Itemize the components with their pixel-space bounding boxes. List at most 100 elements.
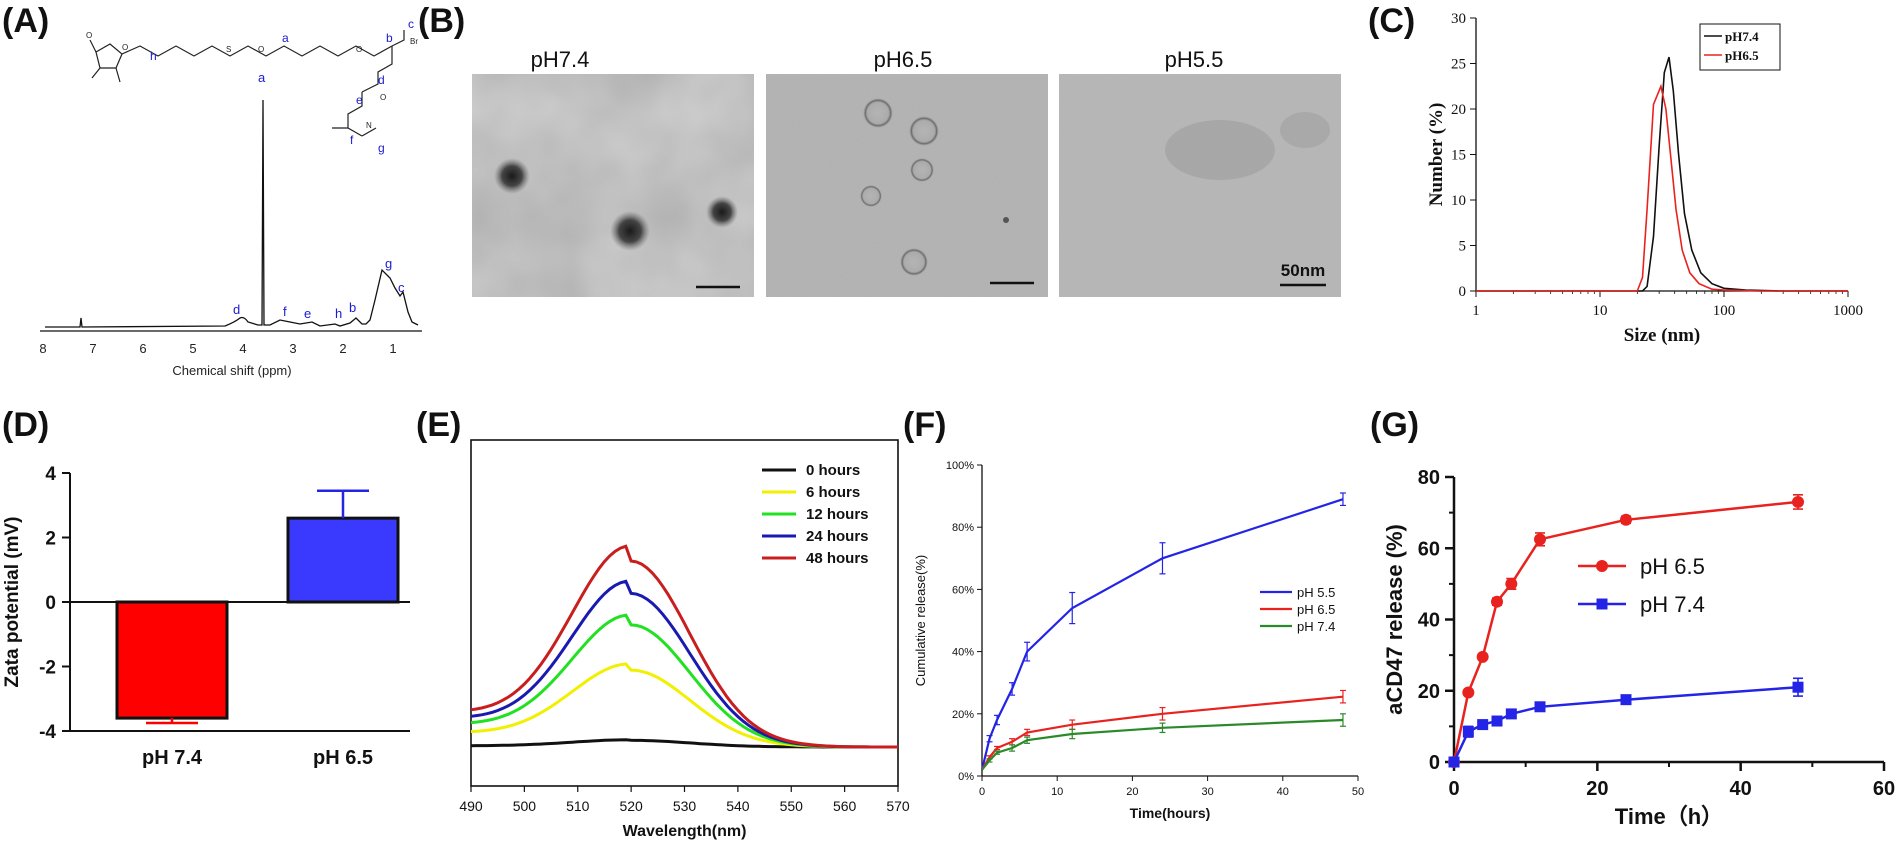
y-tick-label: -4	[39, 722, 56, 743]
peak-label-h: h	[335, 306, 342, 321]
nanoparticle	[863, 98, 893, 128]
legend-marker	[1596, 598, 1608, 610]
legend-label: 48 hours	[806, 550, 869, 567]
legend-label: pH 7.4	[1297, 619, 1335, 634]
panel-d-zeta-potential: (D) -4 -2 0 2 4 Zata potential (mV) pH 7.4 pH 6.…	[2, 406, 410, 769]
struct-label-d: d	[378, 73, 385, 87]
data-point	[1491, 715, 1503, 727]
x-tick-label: 510	[566, 798, 590, 814]
x-tick-label: 500	[513, 798, 537, 814]
panel-letter-e: (E)	[416, 406, 461, 444]
tem-label-ph65: pH6.5	[874, 47, 933, 72]
y-tick-label: 15	[1451, 148, 1466, 164]
panel-letter-g: (G)	[1370, 406, 1419, 444]
panel-f-cumulative-release: (F) 0% 20% 40% 60% 80% 100% 0 10 20 30 40 50 Time(hou…	[903, 406, 1364, 821]
tem-image-ph74	[472, 74, 754, 297]
x-tick-label: 1000	[1833, 303, 1863, 319]
data-point	[1620, 513, 1632, 526]
x-tick-label: 20	[1126, 786, 1138, 798]
nmr-x-ticks: 8 7 6 5 4 3 2 1	[39, 341, 396, 356]
y-tick-label: 80	[1418, 467, 1440, 489]
y-tick-label: 0%	[958, 771, 974, 783]
x-tick-label: 570	[886, 798, 910, 814]
legend-box	[1699, 23, 1781, 71]
peak-label-a: a	[258, 70, 266, 85]
x-tick-label: 100	[1713, 303, 1736, 319]
x-tick: 3	[289, 341, 296, 356]
panel-e-absorbance: (E) 490 500 510 520 530 540 550 560 570 Wavelength…	[416, 406, 910, 840]
panel-letter-a: (A)	[2, 2, 49, 40]
nanoparticle	[909, 116, 939, 146]
series-line-6hours	[470, 662, 898, 749]
x-tick: 4	[239, 341, 246, 356]
x-tick-label: 560	[833, 798, 857, 814]
x-tick-label: 40	[1730, 778, 1752, 800]
data-point	[1792, 495, 1804, 508]
atom-label: O	[258, 45, 264, 54]
y-tick-label: 4	[45, 464, 56, 485]
data-point	[1476, 650, 1489, 663]
x-tick: 6	[139, 341, 146, 356]
x-tick-label: 540	[726, 798, 750, 814]
struct-label-h: h	[150, 49, 157, 63]
x-axis-label: Time(hours)	[1130, 805, 1211, 821]
series-line-ph65	[1476, 83, 1848, 292]
bar-ph65	[286, 516, 400, 604]
legend-label: 0 hours	[806, 462, 860, 479]
struct-label-g: g	[378, 141, 385, 155]
atom-label: S	[226, 45, 231, 54]
series-line-48hours	[470, 544, 898, 749]
panel-b: (B) pH7.4 pH6.5 pH5.5	[418, 2, 1341, 297]
struct-label-c: c	[408, 17, 414, 31]
nmr-spectrum-trace	[45, 99, 419, 328]
nanoparticle	[494, 158, 530, 194]
panel-letter-b: (B)	[418, 2, 465, 40]
atom-label: O	[380, 93, 386, 102]
nanoparticle	[610, 211, 650, 251]
atom-label: O	[356, 45, 362, 54]
atom-label: O	[86, 31, 92, 40]
x-tick-label: 10	[1051, 786, 1063, 798]
y-axis-label: Cumulative release(%)	[913, 555, 928, 687]
x-tick: 5	[189, 341, 196, 356]
tem-label-ph55: pH5.5	[1165, 47, 1224, 72]
x-tick: 2	[339, 341, 346, 356]
legend-label: pH 6.5	[1640, 554, 1705, 579]
legend-label: pH7.4	[1725, 29, 1759, 44]
data-point	[1462, 686, 1475, 699]
x-tick: 8	[39, 341, 46, 356]
legend-label: 6 hours	[806, 484, 860, 501]
data-point	[1505, 577, 1518, 590]
nanoparticle	[1003, 217, 1009, 223]
aggregate	[1280, 112, 1330, 148]
legend-label: pH 6.5	[1297, 602, 1335, 617]
x-tick-label: 550	[780, 798, 804, 814]
legend-label: 12 hours	[806, 506, 869, 523]
x-tick-label: 30	[1201, 786, 1213, 798]
y-axis-label: Zata potential (mV)	[2, 516, 23, 687]
data-point	[1462, 726, 1474, 738]
tem-image-ph55: 50nm	[1059, 74, 1341, 297]
legend-label: 24 hours	[806, 528, 869, 545]
legend-label: pH6.5	[1725, 48, 1759, 63]
struct-label-f: f	[350, 133, 354, 147]
x-tick-label: 20	[1586, 778, 1608, 800]
x-tick-label: 490	[459, 798, 483, 814]
peak-label-g: g	[385, 256, 392, 271]
x-axis-label: Time（h）	[1615, 804, 1723, 829]
data-point	[1505, 708, 1517, 720]
tem-image-ph65	[766, 74, 1048, 297]
atom-label: Br	[410, 37, 418, 46]
peak-label-f: f	[283, 304, 287, 319]
x-axis-label: Size (nm)	[1624, 325, 1701, 346]
atom-label: N	[366, 121, 372, 130]
x-tick: 7	[89, 341, 96, 356]
series-line-ph74	[1476, 56, 1848, 292]
x-tick-label: 10	[1593, 303, 1608, 319]
data-point	[1620, 694, 1632, 706]
legend-label: pH 7.4	[1640, 592, 1705, 617]
y-tick-label: 0	[45, 593, 56, 614]
y-tick-label: 30	[1451, 11, 1466, 27]
y-axis-label: aCD47 release (%)	[1382, 524, 1407, 715]
x-tick-label: 60	[1873, 778, 1895, 800]
